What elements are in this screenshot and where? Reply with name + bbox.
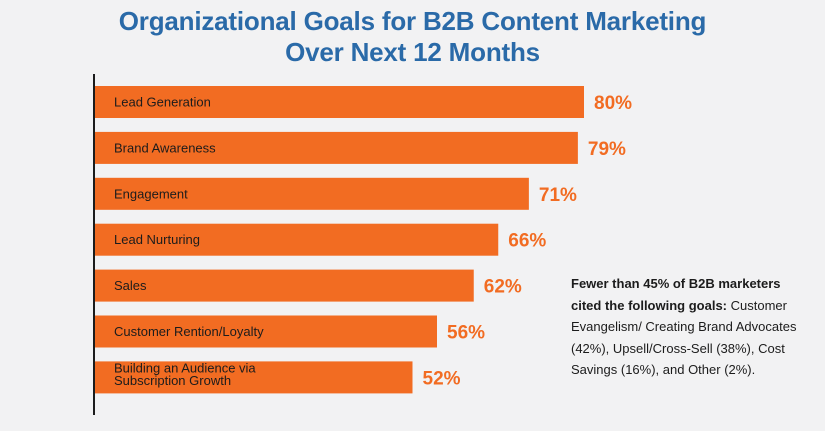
bar-6 (94, 361, 413, 394)
footnote-bold-text: Fewer than 45% of B2B marketers cited th… (571, 276, 781, 313)
value-label-1: 79% (588, 139, 626, 160)
bar-label-6: Building an Audience via Subscription Gro… (114, 360, 256, 388)
bar-label-1: Brand Awareness (114, 140, 216, 155)
bar-label-0: Lead Generation (114, 95, 211, 110)
footnote-text: Customer Evangelism/ Creating Brand Advo… (571, 297, 797, 378)
value-label-2: 71% (539, 185, 577, 206)
bar-label-5: Customer Rention/Loyalty (114, 324, 264, 339)
chart-title: Organizational Goals for B2B Content Mar… (0, 6, 825, 68)
chart-title-line-2: Over Next 12 Months (285, 37, 540, 67)
bar-4 (94, 269, 474, 302)
bar-1 (94, 131, 578, 164)
value-label-6: 52% (423, 368, 461, 389)
bar-label-2: Engagement (114, 186, 188, 201)
chart-title-line-1: Organizational Goals for B2B Content Mar… (118, 6, 707, 36)
footnote: Fewer than 45% of B2B marketers cited th… (571, 273, 806, 381)
value-label-0: 80% (594, 93, 632, 114)
value-label-5: 56% (447, 323, 485, 344)
bar-label-3: Lead Nurturing (114, 232, 200, 247)
bar-2 (94, 177, 529, 210)
value-label-4: 62% (484, 277, 522, 298)
bar-5 (94, 315, 437, 348)
bar-3 (94, 223, 499, 256)
bar-label-4: Sales (114, 278, 147, 293)
value-label-3: 66% (508, 231, 546, 252)
bar-0 (94, 86, 584, 118)
